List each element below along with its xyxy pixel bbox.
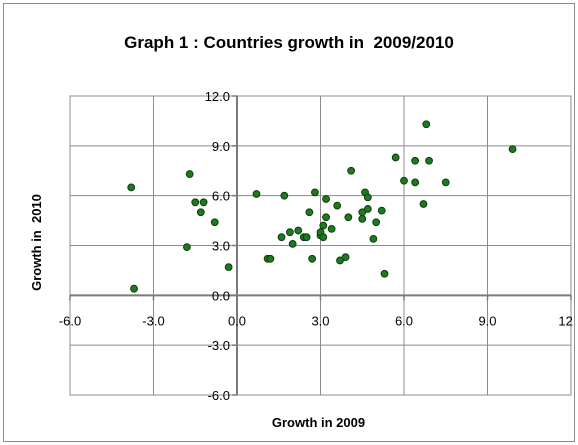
data-point bbox=[508, 145, 517, 154]
data-point bbox=[294, 226, 303, 235]
data-point bbox=[185, 170, 194, 178]
data-point bbox=[280, 191, 289, 200]
data-point bbox=[302, 233, 311, 242]
data-point bbox=[196, 208, 205, 217]
chart-title: Graph 1 : Countries growth in 2009/2010 bbox=[124, 33, 454, 52]
data-point bbox=[319, 221, 328, 230]
data-point bbox=[311, 188, 319, 197]
data-point bbox=[369, 234, 378, 243]
data-point bbox=[285, 228, 294, 237]
data-point bbox=[277, 233, 286, 242]
data-point bbox=[344, 213, 353, 222]
x-axis-title: Growth in 2009 bbox=[272, 415, 365, 430]
y-tick-label: 9.0 bbox=[212, 139, 230, 154]
data-point bbox=[224, 263, 233, 271]
data-point bbox=[358, 215, 367, 223]
y-axis-title: Growth in 2010 bbox=[29, 194, 44, 291]
x-tick-label: 9.0 bbox=[478, 313, 496, 328]
data-point bbox=[210, 218, 219, 227]
data-point bbox=[411, 178, 420, 187]
x-tick-label: 3.0 bbox=[311, 313, 329, 328]
data-point bbox=[288, 239, 297, 248]
data-point bbox=[183, 243, 191, 252]
y-tick-label: 0.0 bbox=[212, 288, 230, 303]
data-point bbox=[319, 233, 328, 242]
data-point bbox=[308, 254, 317, 263]
data-point bbox=[377, 206, 386, 215]
data-point bbox=[191, 198, 200, 207]
data-points bbox=[127, 120, 517, 293]
x-tick-label: -3.0 bbox=[142, 313, 164, 328]
data-point bbox=[363, 193, 372, 202]
data-point bbox=[441, 178, 450, 187]
data-point bbox=[336, 256, 344, 265]
data-point bbox=[419, 200, 428, 208]
data-point bbox=[127, 183, 136, 192]
scatter-plot: -6.0 -3.0 0.0 3.0 6.0 9.0 12.0 -6.0 -3.0 0.0 3.0 6.… bbox=[29, 89, 574, 430]
data-point bbox=[327, 224, 336, 233]
x-tick-label: -6.0 bbox=[59, 313, 81, 328]
y-tick-label: -6.0 bbox=[208, 388, 230, 403]
data-point bbox=[252, 190, 261, 198]
data-point bbox=[347, 166, 356, 175]
data-point bbox=[422, 120, 431, 129]
data-point bbox=[305, 208, 314, 217]
x-tick-label: 12.0 bbox=[558, 313, 574, 328]
y-tick-label: -3.0 bbox=[208, 338, 230, 353]
data-point bbox=[363, 205, 372, 213]
chart-frame: Graph 1 : Countries growth in 2009/2010 … bbox=[3, 3, 575, 442]
data-point bbox=[380, 269, 389, 278]
y-tick-label: 3.0 bbox=[212, 239, 230, 254]
data-point bbox=[372, 218, 381, 227]
data-point bbox=[322, 195, 330, 203]
data-point bbox=[266, 254, 275, 263]
data-point bbox=[322, 213, 330, 222]
data-point bbox=[425, 156, 433, 165]
x-tick-label: 0.0 bbox=[228, 313, 246, 328]
data-point bbox=[411, 156, 420, 165]
data-point bbox=[341, 253, 350, 262]
y-tick-label: 12.0 bbox=[205, 89, 230, 104]
x-tick-label: 6.0 bbox=[395, 313, 413, 328]
data-point bbox=[333, 201, 342, 210]
data-point bbox=[199, 198, 208, 207]
y-tick-label: 6.0 bbox=[212, 189, 230, 204]
data-point bbox=[130, 284, 138, 293]
data-point bbox=[400, 176, 408, 185]
axes bbox=[69, 95, 572, 396]
data-point bbox=[391, 153, 400, 162]
tick-labels: -6.0 -3.0 0.0 3.0 6.0 9.0 12.0 -6.0 -3.0 0.0 3.0 6.… bbox=[59, 89, 574, 403]
